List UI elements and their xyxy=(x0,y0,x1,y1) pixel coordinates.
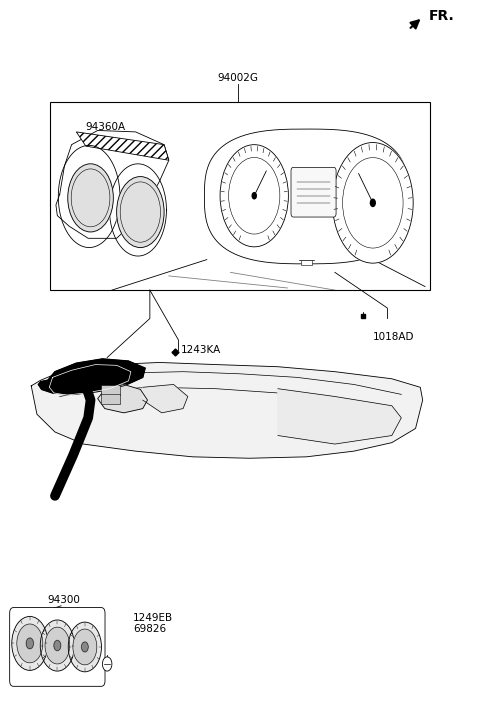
Circle shape xyxy=(102,657,112,671)
FancyBboxPatch shape xyxy=(291,167,336,217)
Circle shape xyxy=(40,620,74,671)
Circle shape xyxy=(17,624,43,663)
FancyBboxPatch shape xyxy=(10,608,105,686)
Circle shape xyxy=(252,192,256,199)
Polygon shape xyxy=(143,385,188,413)
Circle shape xyxy=(82,642,88,652)
Text: 1243KA: 1243KA xyxy=(181,345,221,355)
Circle shape xyxy=(26,638,34,649)
Circle shape xyxy=(45,627,70,664)
Circle shape xyxy=(117,177,164,247)
Polygon shape xyxy=(31,363,423,458)
Circle shape xyxy=(54,641,61,651)
Polygon shape xyxy=(204,129,408,264)
Circle shape xyxy=(333,142,413,263)
Polygon shape xyxy=(76,132,169,160)
Circle shape xyxy=(68,622,101,672)
Text: 94300: 94300 xyxy=(48,595,81,605)
Text: 69826: 69826 xyxy=(133,623,167,633)
Bar xyxy=(101,395,120,404)
Bar xyxy=(301,260,312,265)
Text: 94002G: 94002G xyxy=(217,73,258,83)
Circle shape xyxy=(73,629,97,665)
Polygon shape xyxy=(278,389,401,444)
Text: 94360A: 94360A xyxy=(86,122,126,132)
Polygon shape xyxy=(56,130,169,238)
Circle shape xyxy=(220,144,288,247)
Polygon shape xyxy=(97,385,147,413)
Circle shape xyxy=(371,199,375,207)
Text: FR.: FR. xyxy=(428,9,454,23)
Circle shape xyxy=(12,616,48,671)
Bar xyxy=(50,102,430,290)
Circle shape xyxy=(68,164,113,232)
Polygon shape xyxy=(38,359,145,395)
Bar xyxy=(101,385,120,395)
Text: 1018AD: 1018AD xyxy=(373,332,414,342)
Text: 1249EB: 1249EB xyxy=(133,613,173,623)
